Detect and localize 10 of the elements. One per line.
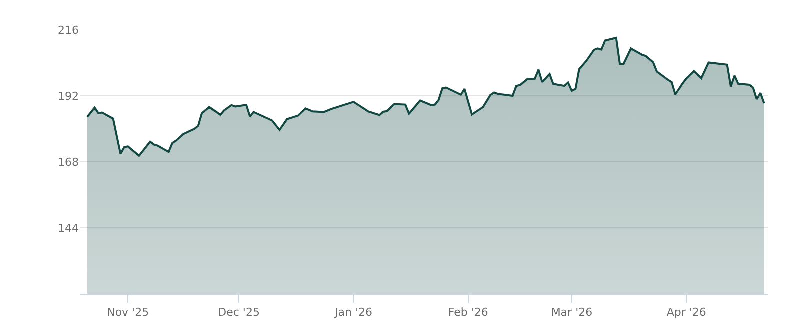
x-tick-label: Mar '26: [551, 306, 593, 320]
x-tick-label: Apr '26: [666, 306, 706, 320]
y-tick-label: 192: [58, 90, 79, 103]
y-tick-label: 144: [58, 222, 79, 235]
x-tick-label: Dec '25: [218, 306, 260, 320]
x-tick-label: Nov '25: [107, 306, 150, 320]
y-tick-label: 168: [58, 156, 79, 169]
y-tick-label: 216: [58, 24, 79, 37]
x-tick-label: Jan '26: [334, 306, 372, 320]
x-tick-label: Feb '26: [448, 306, 488, 320]
